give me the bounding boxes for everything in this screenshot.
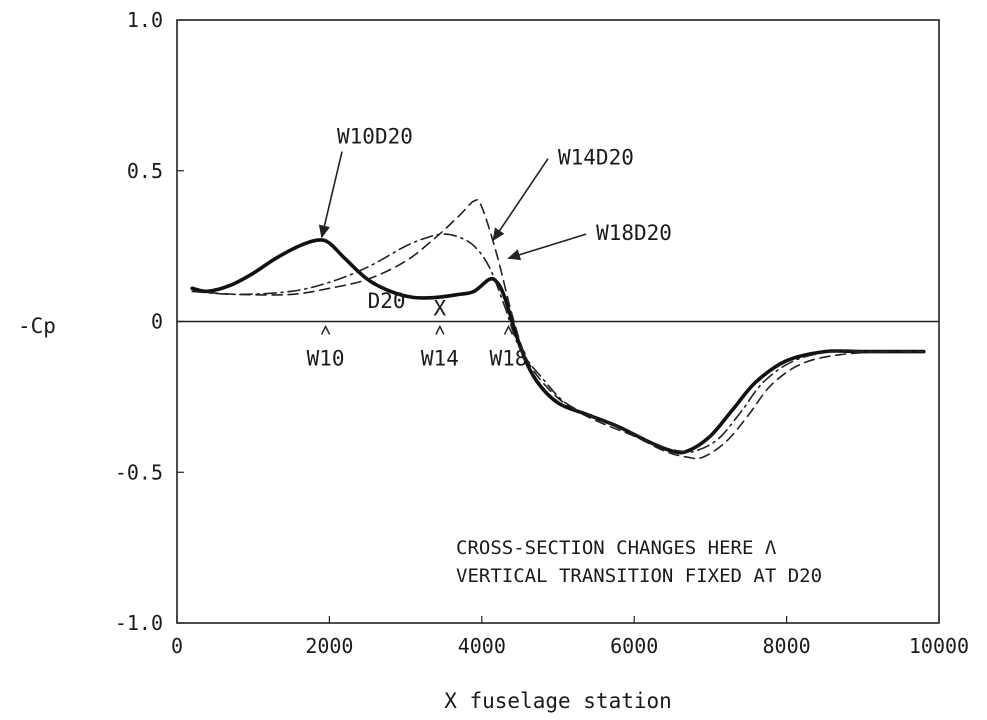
annotation-label: W18D20 bbox=[596, 221, 672, 245]
annotation-arrow bbox=[492, 158, 549, 241]
annotation-label: W10D20 bbox=[337, 125, 413, 149]
series-group bbox=[190, 198, 926, 460]
x-tick-label: 8000 bbox=[763, 634, 811, 658]
station-caret bbox=[320, 324, 331, 335]
x-axis-label: X fuselage station bbox=[444, 689, 672, 713]
x-tick-label: 2000 bbox=[305, 634, 353, 658]
series-line-w14d20 bbox=[191, 233, 925, 454]
annotation-arrow bbox=[321, 151, 343, 238]
station-caret bbox=[503, 324, 514, 335]
annotation-arrowhead bbox=[507, 249, 522, 261]
note-line-2: VERTICAL TRANSITION FIXED AT D20 bbox=[456, 565, 822, 587]
series-line-w18d20 bbox=[191, 198, 925, 460]
x-axis: 0 2000 4000 6000 8000 10000 bbox=[171, 616, 969, 658]
y-tick-label: 1.0 bbox=[127, 8, 163, 32]
annotation-arrowhead bbox=[492, 227, 505, 242]
x-tick-label: 6000 bbox=[610, 634, 658, 658]
station-label: W18 bbox=[490, 347, 528, 371]
y-tick-label: -1.0 bbox=[115, 611, 163, 635]
note-line-1: CROSS-SECTION CHANGES HERE Λ bbox=[456, 537, 777, 559]
annotation-arrowhead bbox=[318, 224, 330, 239]
marker-group: W10 W14 W18 bbox=[307, 324, 528, 371]
annotation-group: W10D20 W14D20 W18D20 D20 X bbox=[318, 125, 672, 320]
annotation-arrow bbox=[508, 233, 587, 259]
y-axis: 1.0 0.5 0 -0.5 -1.0 bbox=[115, 8, 184, 635]
series-line-w10d20 bbox=[190, 238, 926, 455]
x-tick-label: 10000 bbox=[909, 634, 969, 658]
x-tick-label: 0 bbox=[171, 634, 183, 658]
y-axis-label: -Cp bbox=[18, 314, 56, 338]
x-tick-label: 4000 bbox=[458, 634, 506, 658]
y-tick-label: 0.5 bbox=[127, 159, 163, 183]
station-label: W10 bbox=[307, 347, 345, 371]
annotation-label: X bbox=[434, 296, 447, 320]
station-label: W14 bbox=[421, 347, 459, 371]
annotation-label: W14D20 bbox=[558, 146, 634, 170]
y-tick-label: 0 bbox=[151, 310, 163, 334]
station-caret bbox=[435, 324, 445, 335]
y-tick-label: -0.5 bbox=[115, 460, 163, 484]
annotation-label: D20 bbox=[368, 289, 406, 313]
